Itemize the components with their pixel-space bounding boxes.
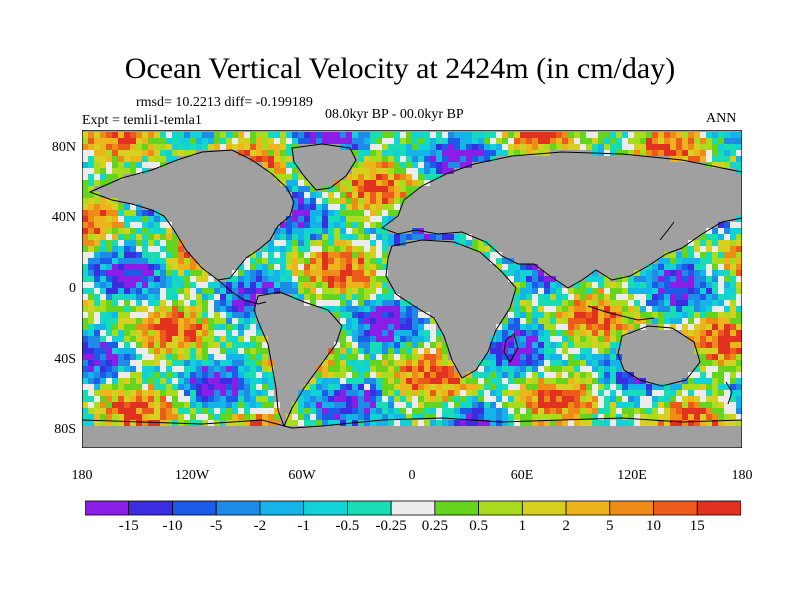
colorbar-box [85,500,130,516]
colorbar-level-label: 5 [606,518,614,534]
lon-label: 60E [510,468,534,483]
colorbar-box [172,500,217,516]
colorbar-box [565,500,611,516]
colorbar-level-label: 2 [562,518,570,534]
lat-label: 40N [51,210,76,226]
lon-label: 120E [617,468,647,483]
colorbar [85,500,741,516]
colorbar-level-label: -15 [118,518,139,534]
colorbar-level-label: 15 [689,518,705,534]
world-map [82,130,742,448]
coast-antarctica [82,417,742,429]
lon-label: 120W [174,468,210,483]
colorbar-box [259,500,305,516]
colorbar-box [478,500,523,516]
coast-north-america [88,149,295,281]
colorbar-level-label: -5 [209,518,223,534]
coast-new-zealand [725,381,733,405]
lon-label: 180 [731,468,753,483]
coast-madagascar [503,333,519,363]
lon-label: 180 [71,468,93,483]
coast-japan [659,221,675,241]
colorbar-level-label: 0.5 [469,518,488,534]
colorbar-level-label: -2 [253,518,267,534]
colorbar-level-label: 0.25 [421,518,448,534]
lat-label: 40S [54,351,76,367]
experiment-label: Expt = temli1-temla1 [82,113,202,128]
colorbar-level-label: -1 [297,518,310,534]
lat-label: 0 [69,281,76,296]
colorbar-level-label: 1 [518,518,527,534]
colorbar-box [653,500,698,516]
colorbar-box [521,500,567,516]
coastlines [82,143,742,429]
colorbar-level-label: 10 [646,518,662,534]
coast-greenland [291,143,357,191]
colorbar-box [696,500,741,516]
colorbar-box [346,500,392,516]
period-label: 08.0kyr BP - 00.0kyr BP [325,107,464,122]
ocean-velocity-field [82,132,742,426]
lat-label: 80S [54,422,76,438]
coast-africa [385,239,517,379]
lon-label: 0 [408,468,416,483]
coast-australia [617,325,701,387]
colorbar-box [303,500,348,516]
lat-label: 80N [51,139,76,155]
colorbar-box [609,500,654,516]
colorbar-level-label: -0.25 [375,518,407,534]
lon-label: 60W [288,468,316,483]
coast-south-america [253,291,343,428]
season-label: ANN [706,111,737,126]
colorbar-level-label: -0.5 [335,518,360,534]
chart-title: Ocean Vertical Velocity at 2424m (in cm/… [124,52,676,85]
colorbar-box [128,500,173,516]
coast-indonesia [587,305,655,321]
coast-eurasia [380,151,742,289]
colorbar-box [434,500,480,516]
coast-central-america [217,279,267,305]
colorbar-box [390,500,436,516]
stats-text: rmsd= 10.2213 diff= -0.199189 [136,95,313,110]
colorbar-box [215,500,261,516]
colorbar-level-label: -10 [162,518,183,534]
